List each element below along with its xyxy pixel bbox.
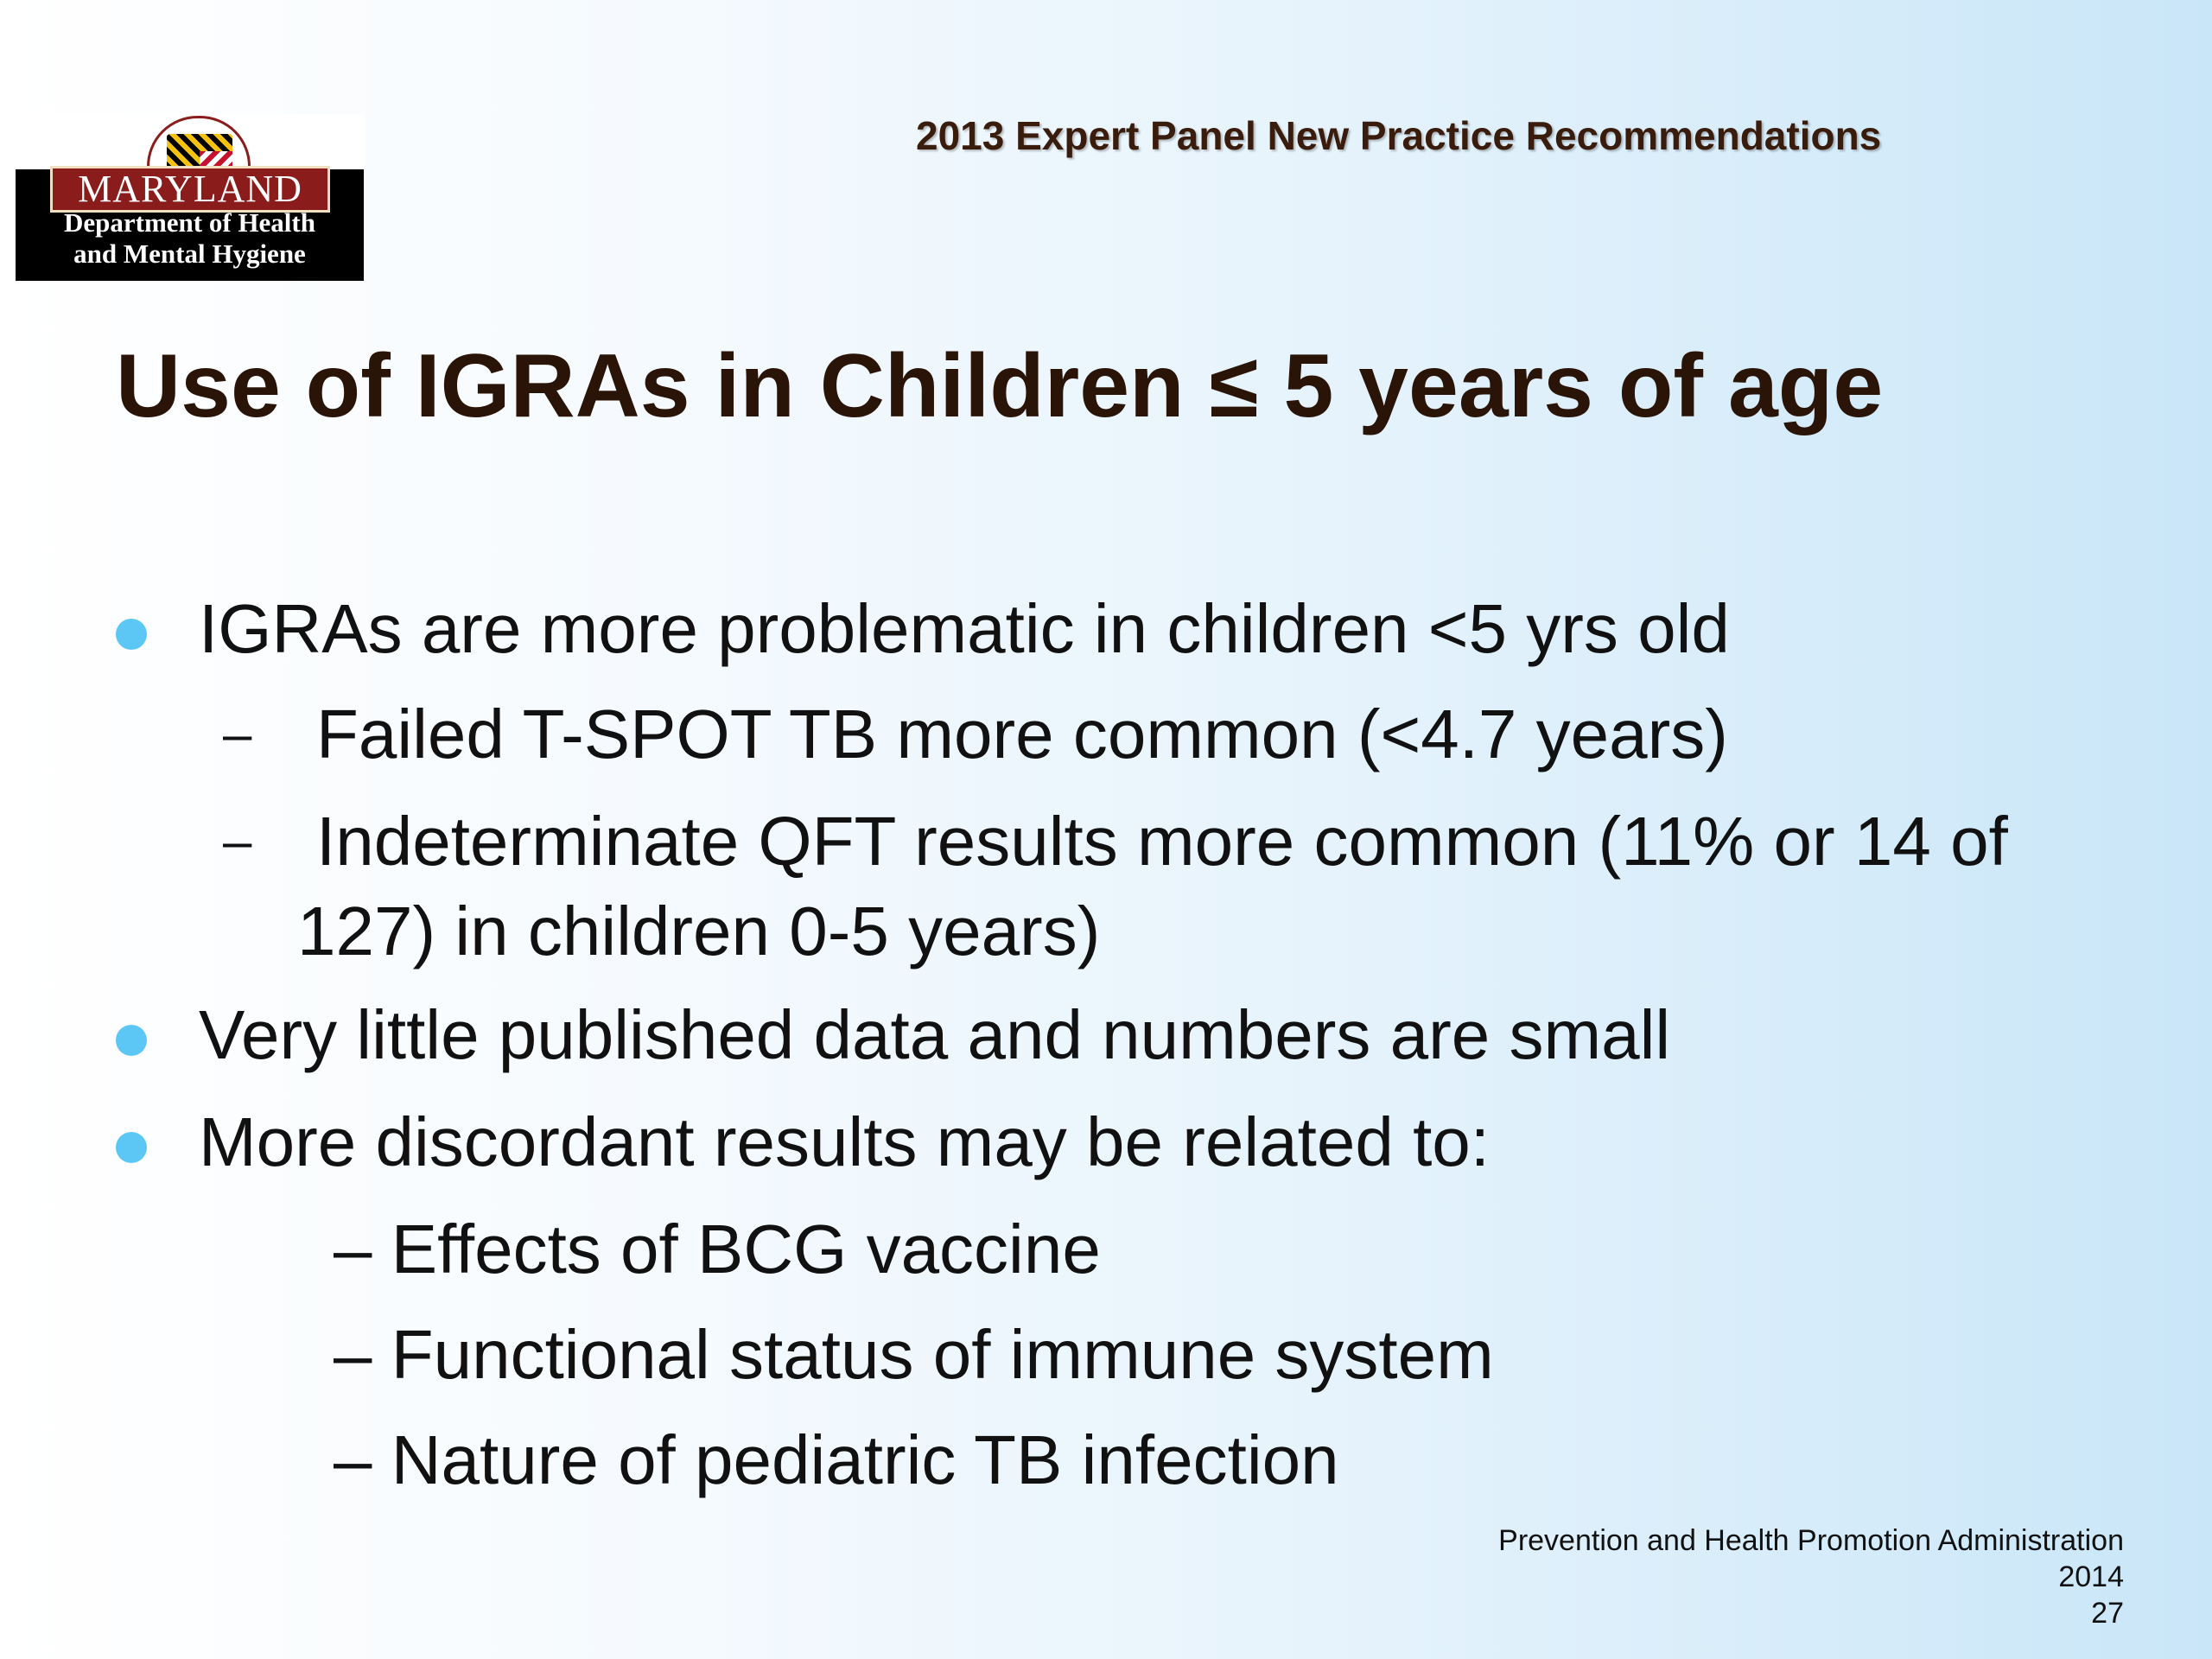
bullet-dot-icon — [116, 1025, 147, 1056]
sub-bullet-3-3: – Nature of pediatric TB infection — [334, 1421, 1339, 1498]
sub-bullet-text-1-1: Failed T-SPOT TB more common (<4.7 years… — [316, 696, 1728, 772]
bullet-text-1: IGRAs are more problematic in children <… — [199, 590, 1730, 667]
maryland-flag-icon — [167, 134, 232, 168]
dash-marker: – — [223, 812, 252, 870]
sub-bullet-1-2-continued: 127) in children 0-5 years) — [297, 892, 1100, 971]
sub-bullet-text-1-2-line1: Indeterminate QFT results more common (1… — [316, 803, 2008, 880]
footer-org: Prevention and Health Promotion Administ… — [1498, 1524, 2124, 1557]
sub-bullet-text-1-2-line2: 127) in children 0-5 years) — [297, 893, 1101, 969]
bullet-text-2: Very little published data and numbers a… — [199, 996, 1671, 1073]
logo-department: Department of Health and Mental Hygiene — [16, 207, 364, 270]
sub-bullet-3-2: – Functional status of immune system — [334, 1316, 1494, 1393]
page-number: 27 — [2091, 1597, 2124, 1630]
bullet-text-3: More discordant results may be related t… — [199, 1103, 1491, 1180]
logo-dept-line1: Department of Health — [64, 207, 315, 238]
logo-state-name: MARYLAND — [50, 166, 330, 213]
bullet-dot-icon — [116, 619, 147, 650]
slide-subtitle: 2013 Expert Panel New Practice Recommend… — [916, 113, 1882, 158]
maryland-dhmh-logo: MARYLAND Department of Health and Mental… — [16, 114, 364, 281]
logo-dept-line2: and Mental Hygiene — [73, 238, 306, 269]
dash-marker: – — [223, 705, 252, 763]
footer-year: 2014 — [2058, 1560, 2124, 1593]
bullet-dot-icon — [116, 1132, 147, 1163]
sub-bullet-3-1: – Effects of BCG vaccine — [334, 1211, 1101, 1287]
slide-title: Use of IGRAs in Children ≤ 5 years of ag… — [116, 336, 1884, 436]
